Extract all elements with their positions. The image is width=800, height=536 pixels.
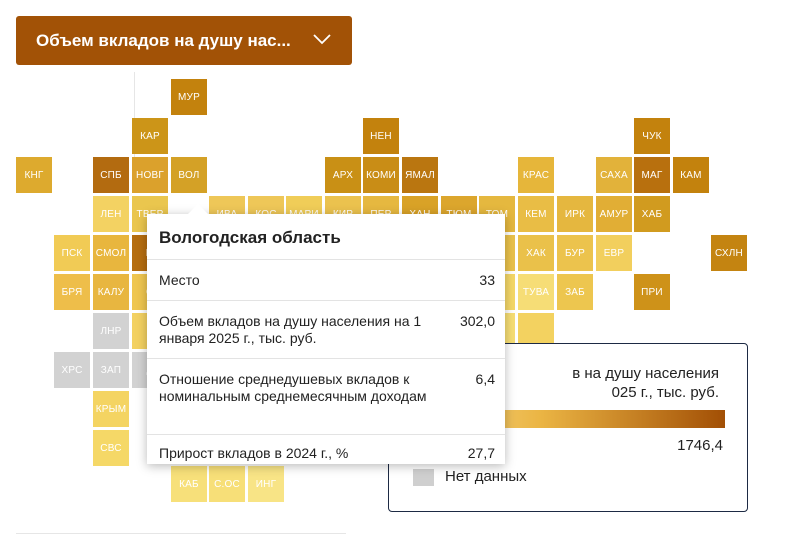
region-tile[interactable]: ПСК <box>54 235 90 271</box>
region-tile[interactable]: НЕН <box>363 118 399 154</box>
divider <box>16 533 346 534</box>
tooltip-row-label: Прирост вкладов в 2024 г., % <box>159 445 349 461</box>
region-tile[interactable]: ЗАБ <box>557 274 593 310</box>
region-tile[interactable]: ЯМАЛ <box>402 157 438 193</box>
tooltip-row-value: 302,0 <box>459 313 495 329</box>
region-tile[interactable]: АРХ <box>325 157 361 193</box>
tooltip-row-label: Отношение среднедушевых вкладов к номина… <box>159 371 427 404</box>
region-tile[interactable]: С.ОС <box>209 466 245 502</box>
legend-title-line: 025 г., тыс. руб. <box>611 384 719 401</box>
tooltip-title: Вологодская область <box>159 228 341 247</box>
region-tile[interactable]: ИРК <box>557 196 593 232</box>
tooltip-row: Отношение среднедушевых вкладов к номина… <box>147 358 505 434</box>
chevron-down-icon <box>312 32 332 50</box>
region-tile[interactable]: ЗАП <box>93 352 129 388</box>
region-tile[interactable]: КРЫМ <box>93 391 129 427</box>
tooltip-row-label: Объем вкладов на душу населения на 1 янв… <box>159 313 422 346</box>
region-tile[interactable]: КАМ <box>673 157 709 193</box>
region-tile[interactable]: КНГ <box>16 157 52 193</box>
region-tile[interactable]: ЕВР <box>596 235 632 271</box>
legend-max-value: 1746,4 <box>677 437 723 454</box>
tooltip-row-label: Место <box>159 272 200 288</box>
region-tile[interactable]: КАЛУ <box>93 274 129 310</box>
region-tile[interactable]: МУР <box>171 79 207 115</box>
no-data-swatch <box>413 469 434 486</box>
region-tile[interactable]: ВОЛ <box>171 157 207 193</box>
region-tile[interactable]: СПБ <box>93 157 129 193</box>
region-tile[interactable]: КАР <box>132 118 168 154</box>
tooltip-row: Прирост вкладов в 2024 г., % 27,7 <box>147 434 505 464</box>
region-tile[interactable]: ЧУК <box>634 118 670 154</box>
tooltip-arrow <box>187 204 209 215</box>
tooltip-row: Место 33 <box>147 259 505 300</box>
region-tile[interactable]: ИНГ <box>248 466 284 502</box>
region-tile[interactable]: ХАК <box>518 235 554 271</box>
region-tile[interactable]: БРЯ <box>54 274 90 310</box>
no-data-label: Нет данных <box>445 468 527 485</box>
region-tile[interactable]: КОМИ <box>363 157 399 193</box>
region-tile[interactable]: НОВГ <box>132 157 168 193</box>
region-tile[interactable]: КЕМ <box>518 196 554 232</box>
legend-title: в на душу населения 025 г., тыс. руб. <box>389 364 719 402</box>
indicator-dropdown[interactable]: Объем вкладов на душу нас... <box>16 16 352 65</box>
tooltip-row-value: 27,7 <box>467 445 495 461</box>
tooltip-row-value: 6,4 <box>475 371 495 387</box>
region-tile[interactable]: ХРС <box>54 352 90 388</box>
region-tile[interactable]: САХА <box>596 157 632 193</box>
region-tile[interactable]: СВС <box>93 430 129 466</box>
divider <box>134 72 135 162</box>
region-tile[interactable]: АМУР <box>596 196 632 232</box>
region-tile[interactable]: ЛНР <box>93 313 129 349</box>
legend-title-line: в на душу населения <box>572 365 719 382</box>
region-tile[interactable]: БУР <box>557 235 593 271</box>
region-tooltip: Вологодская область Место 33 Объем вклад… <box>147 204 505 464</box>
tooltip-row-value: 33 <box>479 272 495 288</box>
region-tile[interactable]: СМОЛ <box>93 235 129 271</box>
region-tile[interactable]: ЛЕН <box>93 196 129 232</box>
region-tile[interactable]: КРАС <box>518 157 554 193</box>
region-tile[interactable]: МАГ <box>634 157 670 193</box>
region-tile[interactable]: СХЛН <box>711 235 747 271</box>
dropdown-label: Объем вкладов на душу нас... <box>36 30 291 50</box>
region-tile[interactable]: ТУВА <box>518 274 554 310</box>
region-tile[interactable]: КАБ <box>171 466 207 502</box>
region-tile[interactable]: ХАБ <box>634 196 670 232</box>
region-tile[interactable]: ПРИ <box>634 274 670 310</box>
tooltip-row: Объем вкладов на душу населения на 1 янв… <box>147 300 505 358</box>
